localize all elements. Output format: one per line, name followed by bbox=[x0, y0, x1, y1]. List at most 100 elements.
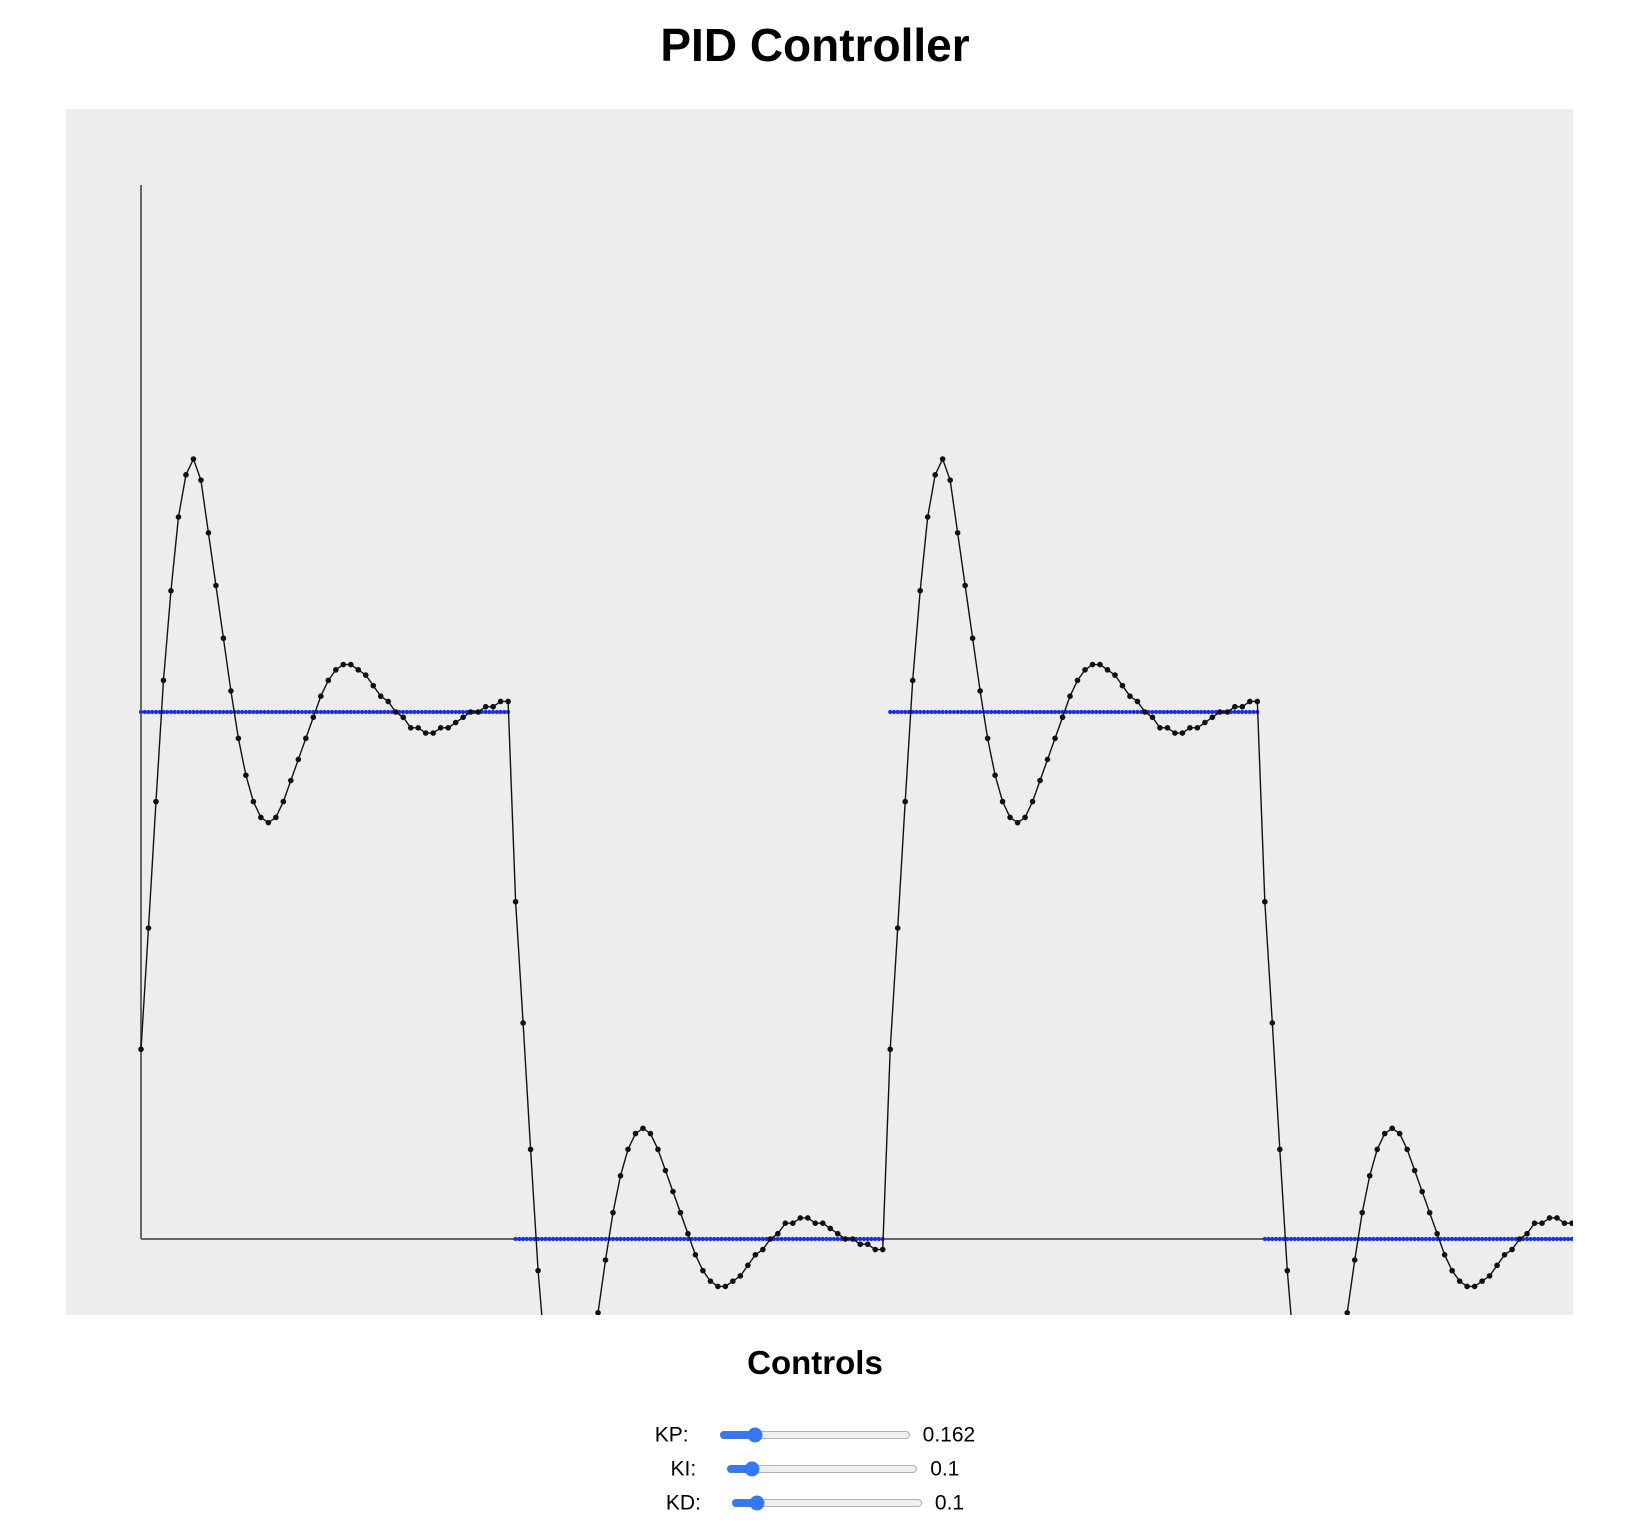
process-point bbox=[250, 798, 257, 805]
slider-row: KI: 0.1 bbox=[0, 1452, 1630, 1486]
process-point bbox=[153, 798, 159, 805]
process-point bbox=[265, 819, 272, 826]
process-point bbox=[1089, 661, 1096, 668]
process-point bbox=[273, 814, 279, 821]
process-point bbox=[1419, 1188, 1425, 1195]
page-title: PID Controller bbox=[660, 19, 970, 71]
process-point bbox=[535, 1267, 541, 1274]
process-point bbox=[812, 1220, 819, 1226]
process-line bbox=[140, 457, 1572, 1315]
process-point bbox=[1569, 1220, 1573, 1226]
process-point bbox=[385, 698, 392, 705]
process-point bbox=[977, 688, 983, 694]
process-point bbox=[482, 703, 489, 710]
process-point bbox=[497, 698, 504, 705]
process-point bbox=[243, 772, 249, 779]
process-point bbox=[655, 1146, 661, 1153]
process-point bbox=[954, 530, 961, 536]
process-point bbox=[632, 1130, 639, 1137]
process-point bbox=[1112, 672, 1118, 678]
process-point bbox=[707, 1278, 714, 1284]
process-point bbox=[205, 530, 212, 536]
process-point bbox=[1014, 819, 1021, 826]
process-point bbox=[917, 587, 923, 594]
process-point bbox=[1456, 1278, 1463, 1284]
process-point bbox=[280, 798, 287, 805]
process-point bbox=[288, 777, 294, 784]
slider-value: 0.162 bbox=[922, 1423, 976, 1447]
process-point bbox=[1104, 667, 1111, 673]
process-point bbox=[1381, 1130, 1388, 1137]
process-point bbox=[340, 661, 347, 668]
process-point bbox=[909, 677, 916, 684]
process-point bbox=[1561, 1220, 1568, 1226]
slider-label: KD: bbox=[665, 1491, 701, 1515]
process-point bbox=[1007, 814, 1013, 821]
process-point bbox=[767, 1236, 774, 1242]
process-point bbox=[595, 1309, 601, 1315]
process-point bbox=[258, 814, 264, 821]
process-point bbox=[1037, 777, 1043, 784]
process-point bbox=[1501, 1252, 1508, 1258]
process-point bbox=[392, 709, 399, 715]
process-point bbox=[715, 1283, 721, 1290]
process-point bbox=[1269, 1020, 1276, 1026]
process-point bbox=[1074, 677, 1081, 684]
process-point bbox=[445, 725, 451, 731]
process-point bbox=[1396, 1130, 1403, 1137]
process-point bbox=[1247, 698, 1253, 705]
process-point bbox=[1194, 725, 1201, 731]
process-point bbox=[939, 456, 946, 462]
process-point bbox=[1464, 1283, 1470, 1290]
process-point bbox=[962, 582, 968, 589]
slider[interactable] bbox=[718, 1427, 911, 1444]
process-point bbox=[190, 456, 197, 462]
process-point bbox=[377, 693, 384, 699]
process-point bbox=[437, 725, 444, 731]
process-point bbox=[984, 735, 991, 742]
process-point bbox=[1202, 719, 1208, 726]
process-point bbox=[842, 1236, 849, 1242]
slider-value: 0.1 bbox=[934, 1491, 965, 1515]
process-point bbox=[1052, 735, 1058, 742]
process-point bbox=[1134, 698, 1141, 705]
process-point bbox=[1232, 703, 1238, 710]
process-point bbox=[1127, 693, 1133, 699]
process-point bbox=[175, 514, 182, 520]
process-point bbox=[1359, 1209, 1366, 1216]
process-point bbox=[1277, 1146, 1283, 1153]
process-point bbox=[1509, 1246, 1515, 1253]
process-point bbox=[827, 1225, 834, 1232]
process-point bbox=[1149, 714, 1156, 721]
process-point bbox=[1351, 1257, 1358, 1263]
process-point bbox=[1142, 709, 1148, 715]
process-point bbox=[730, 1278, 736, 1284]
slider[interactable] bbox=[726, 1461, 919, 1478]
process-point bbox=[1516, 1236, 1523, 1242]
process-point bbox=[1119, 682, 1126, 689]
process-point bbox=[325, 677, 332, 684]
process-point bbox=[1187, 725, 1193, 731]
process-point bbox=[1531, 1220, 1538, 1226]
slider-label: KI: bbox=[670, 1457, 697, 1481]
process-point bbox=[805, 1215, 811, 1221]
process-point bbox=[610, 1209, 616, 1216]
process-point bbox=[1539, 1220, 1545, 1226]
process-point bbox=[430, 730, 436, 736]
process-point bbox=[969, 635, 976, 642]
process-point bbox=[1374, 1146, 1381, 1153]
process-point bbox=[647, 1130, 654, 1137]
process-point bbox=[235, 735, 242, 742]
slider[interactable] bbox=[730, 1495, 923, 1512]
controls-title: Controls bbox=[747, 1344, 883, 1381]
process-point bbox=[894, 925, 901, 931]
process-point bbox=[692, 1252, 699, 1258]
process-point bbox=[617, 1172, 624, 1179]
process-point bbox=[160, 677, 167, 684]
process-point bbox=[145, 925, 152, 931]
process-point bbox=[1179, 730, 1186, 736]
process-point bbox=[1172, 730, 1178, 736]
process-point bbox=[1029, 798, 1036, 805]
process-point bbox=[220, 635, 227, 642]
